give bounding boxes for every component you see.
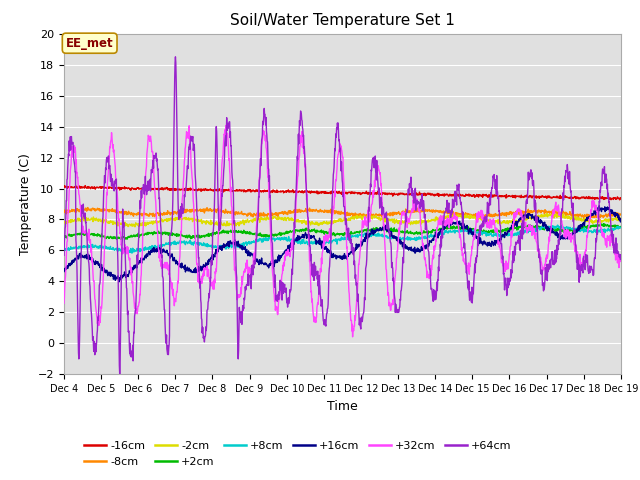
Legend: -16cm, -8cm, -2cm, +2cm, +8cm, +16cm, +32cm, +64cm: -16cm, -8cm, -2cm, +2cm, +8cm, +16cm, +3… [79, 437, 516, 471]
Title: Soil/Water Temperature Set 1: Soil/Water Temperature Set 1 [230, 13, 455, 28]
Y-axis label: Temperature (C): Temperature (C) [19, 153, 32, 255]
Text: EE_met: EE_met [66, 36, 113, 50]
X-axis label: Time: Time [327, 400, 358, 413]
